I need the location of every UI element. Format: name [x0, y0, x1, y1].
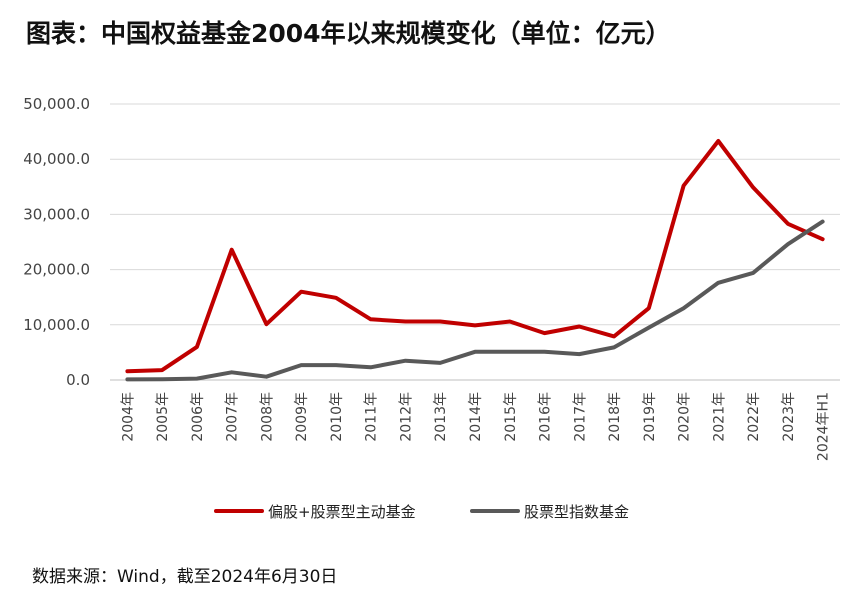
legend-label: 股票型指数基金	[524, 503, 629, 521]
x-tick-label: 2004年	[120, 392, 136, 442]
y-tick-label: 0.0	[66, 371, 90, 389]
gridlines	[110, 103, 840, 326]
x-tick-label: 2017年	[572, 392, 588, 442]
source-note: 数据来源：Wind，截至2024年6月30日	[32, 567, 338, 587]
series-line-2	[125, 219, 825, 382]
x-tick-label: 2013年	[433, 392, 449, 442]
y-tick-label: 40,000.0	[23, 150, 90, 168]
y-tick-label: 20,000.0	[23, 261, 90, 279]
x-tick-label: 2008年	[259, 392, 275, 442]
x-tick-label: 2018年	[607, 392, 623, 442]
chart-title: 图表：中国权益基金2004年以来规模变化（单位：亿元）	[26, 19, 671, 48]
x-tick-label: 2020年	[677, 392, 693, 442]
y-tick-label: 30,000.0	[23, 205, 90, 223]
x-tick-label: 2023年	[781, 392, 797, 442]
x-axis: 2004年 2005年 2006年 2007年 2008年 2009年 2010年 2011年…	[110, 379, 840, 461]
x-tick-label: 2015年	[503, 392, 519, 442]
x-tick-label: 2014年	[468, 392, 484, 442]
x-tick-label: 2011年	[364, 392, 380, 442]
legend: 偏股+股票型主动基金 股票型指数基金	[214, 503, 629, 521]
legend-label: 偏股+股票型主动基金	[268, 503, 416, 521]
x-tick-label: 2005年	[155, 392, 171, 442]
x-tick-label: 2024年H1	[816, 392, 832, 461]
x-tick-label: 2010年	[329, 392, 345, 442]
y-tick-label: 50,000.0	[23, 95, 90, 113]
x-tick-label: 2012年	[398, 392, 414, 442]
x-tick-label: 2009年	[294, 392, 310, 442]
series-line-1	[125, 139, 825, 374]
x-tick-label: 2007年	[225, 392, 241, 442]
x-tick-label: 2021年	[711, 392, 727, 442]
x-tick-label: 2016年	[538, 392, 554, 442]
y-axis: 0.0 10,000.0 20,000.0 30,000.0 40,000.0 50,00…	[23, 95, 90, 389]
x-tick-label: 2006年	[190, 392, 206, 442]
x-tick-label: 2022年	[746, 392, 762, 442]
y-tick-label: 10,000.0	[23, 316, 90, 334]
series-lines	[125, 139, 825, 382]
x-tick-label: 2019年	[642, 392, 658, 442]
